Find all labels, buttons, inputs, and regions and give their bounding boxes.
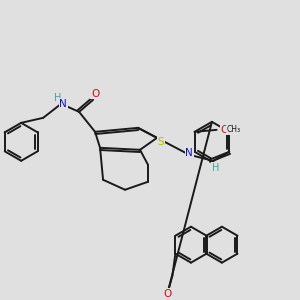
Text: N: N: [59, 99, 67, 109]
Text: N: N: [185, 148, 193, 158]
Text: H: H: [212, 163, 219, 173]
Text: CH₃: CH₃: [226, 125, 241, 134]
Text: O: O: [220, 125, 229, 135]
Text: O: O: [163, 289, 172, 298]
Text: O: O: [91, 89, 99, 99]
Text: H: H: [54, 93, 62, 103]
Text: S: S: [158, 137, 164, 147]
